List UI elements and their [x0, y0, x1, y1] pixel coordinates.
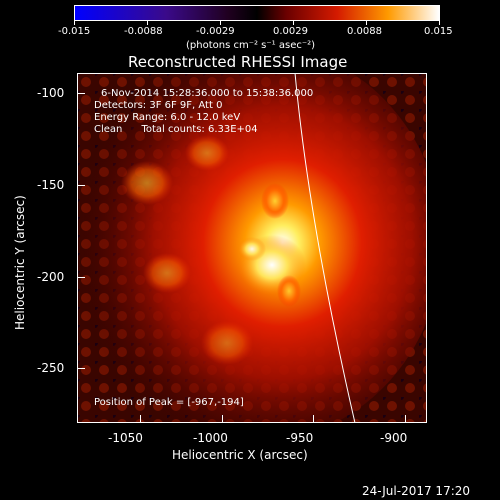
x-tick-label: -900 — [380, 431, 408, 445]
energy-range-label: Energy Range: 6.0 - 12.0 keV — [94, 112, 241, 123]
peak-position-label: Position of Peak = [-967,-194] — [94, 397, 244, 408]
timestamp: 24-Jul-2017 17:20 — [362, 484, 471, 498]
x-tick-label: -950 — [286, 431, 314, 445]
colorbar — [74, 5, 440, 21]
plot-title: Reconstructed RHESSI Image — [128, 53, 348, 71]
colorbar-unit-label: (photons cm⁻² s⁻¹ asec⁻²) — [186, 40, 316, 51]
colorbar-tick-label: -0.015 — [58, 26, 91, 37]
detectors-label: Detectors: 3F 6F 9F, Att 0 — [94, 100, 223, 111]
colorbar-tick-label: -0.0088 — [124, 26, 163, 37]
x-tick-label: -1000 — [193, 431, 228, 445]
y-tick-label: -150 — [37, 178, 65, 192]
y-tick-label: -100 — [37, 86, 65, 100]
counts-label: Clean Total counts: 6.33E+04 — [94, 124, 258, 135]
colorbar-tick-label: 0.015 — [424, 26, 453, 37]
colorbar-tick-label: 0.0088 — [347, 26, 382, 37]
time-range-label: 6-Nov-2014 15:28:36.000 to 15:38:36.000 — [101, 88, 314, 99]
reconstructed-image — [77, 73, 427, 423]
x-tick-label: -1050 — [108, 431, 143, 445]
y-tick-label: -200 — [37, 270, 65, 284]
y-axis-label: Heliocentric Y (arcsec) — [13, 195, 27, 330]
solar-limb-curve — [294, 73, 356, 423]
y-tick-label: -250 — [37, 361, 65, 375]
colorbar-tick-label: 0.0029 — [273, 26, 308, 37]
x-axis-label: Heliocentric X (arcsec) — [172, 448, 308, 462]
colorbar-tick-label: -0.0029 — [196, 26, 235, 37]
